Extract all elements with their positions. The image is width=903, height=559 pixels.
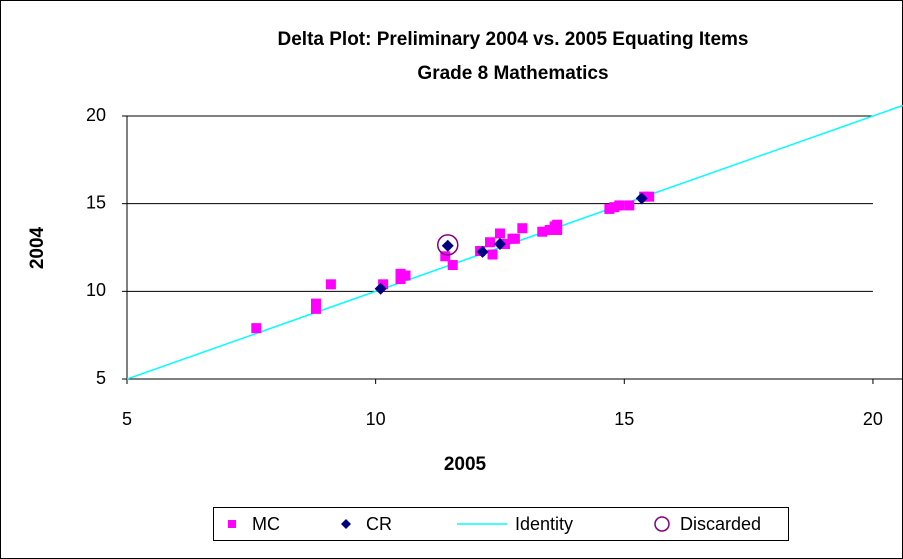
x-tick-label: 20 — [863, 409, 883, 429]
y-tick-label: 5 — [96, 368, 106, 388]
chart-subtitle: Grade 8 Mathematics — [417, 63, 608, 84]
x-tick-label: 5 — [122, 409, 132, 429]
x-axis-label: 2005 — [444, 454, 487, 475]
point-diamond — [441, 239, 454, 252]
x-tick-label: 10 — [366, 409, 386, 429]
point-diamond — [635, 192, 648, 205]
point-square — [494, 228, 505, 239]
point-square — [251, 323, 262, 334]
point-square — [325, 279, 336, 290]
chart-title: Delta Plot: Preliminary 2004 vs. 2005 Eq… — [278, 29, 749, 50]
point-square — [400, 270, 411, 281]
point-square — [509, 233, 520, 244]
point-square — [537, 226, 548, 237]
legend-swatch — [341, 519, 351, 529]
y-tick-label: 15 — [86, 192, 106, 212]
point-square — [487, 249, 498, 260]
point-square — [517, 223, 528, 234]
legend-swatch — [228, 520, 236, 528]
legend-label: Discarded — [680, 514, 761, 534]
point-square — [552, 219, 563, 230]
point-square — [614, 200, 625, 211]
x-tick-label: 15 — [614, 409, 634, 429]
point-square — [644, 191, 655, 202]
point-diamond — [476, 245, 489, 258]
point-square — [447, 260, 458, 271]
point-square — [378, 279, 389, 290]
point-square — [485, 237, 496, 248]
point-circle — [437, 234, 459, 256]
point-square — [552, 224, 563, 235]
y-tick-label: 20 — [86, 105, 106, 125]
legend-label: Identity — [515, 514, 573, 534]
point-diamond — [493, 237, 506, 250]
point-square — [624, 200, 635, 211]
point-diamond — [374, 282, 387, 295]
point-square — [440, 251, 451, 262]
y-axis-label: 2004 — [27, 226, 48, 269]
legend-label: CR — [366, 514, 392, 534]
point-square — [310, 303, 321, 314]
legend-swatch — [654, 516, 670, 532]
y-tick-label: 10 — [86, 280, 106, 300]
legend-label: MC — [252, 514, 280, 534]
point-square — [310, 298, 321, 309]
